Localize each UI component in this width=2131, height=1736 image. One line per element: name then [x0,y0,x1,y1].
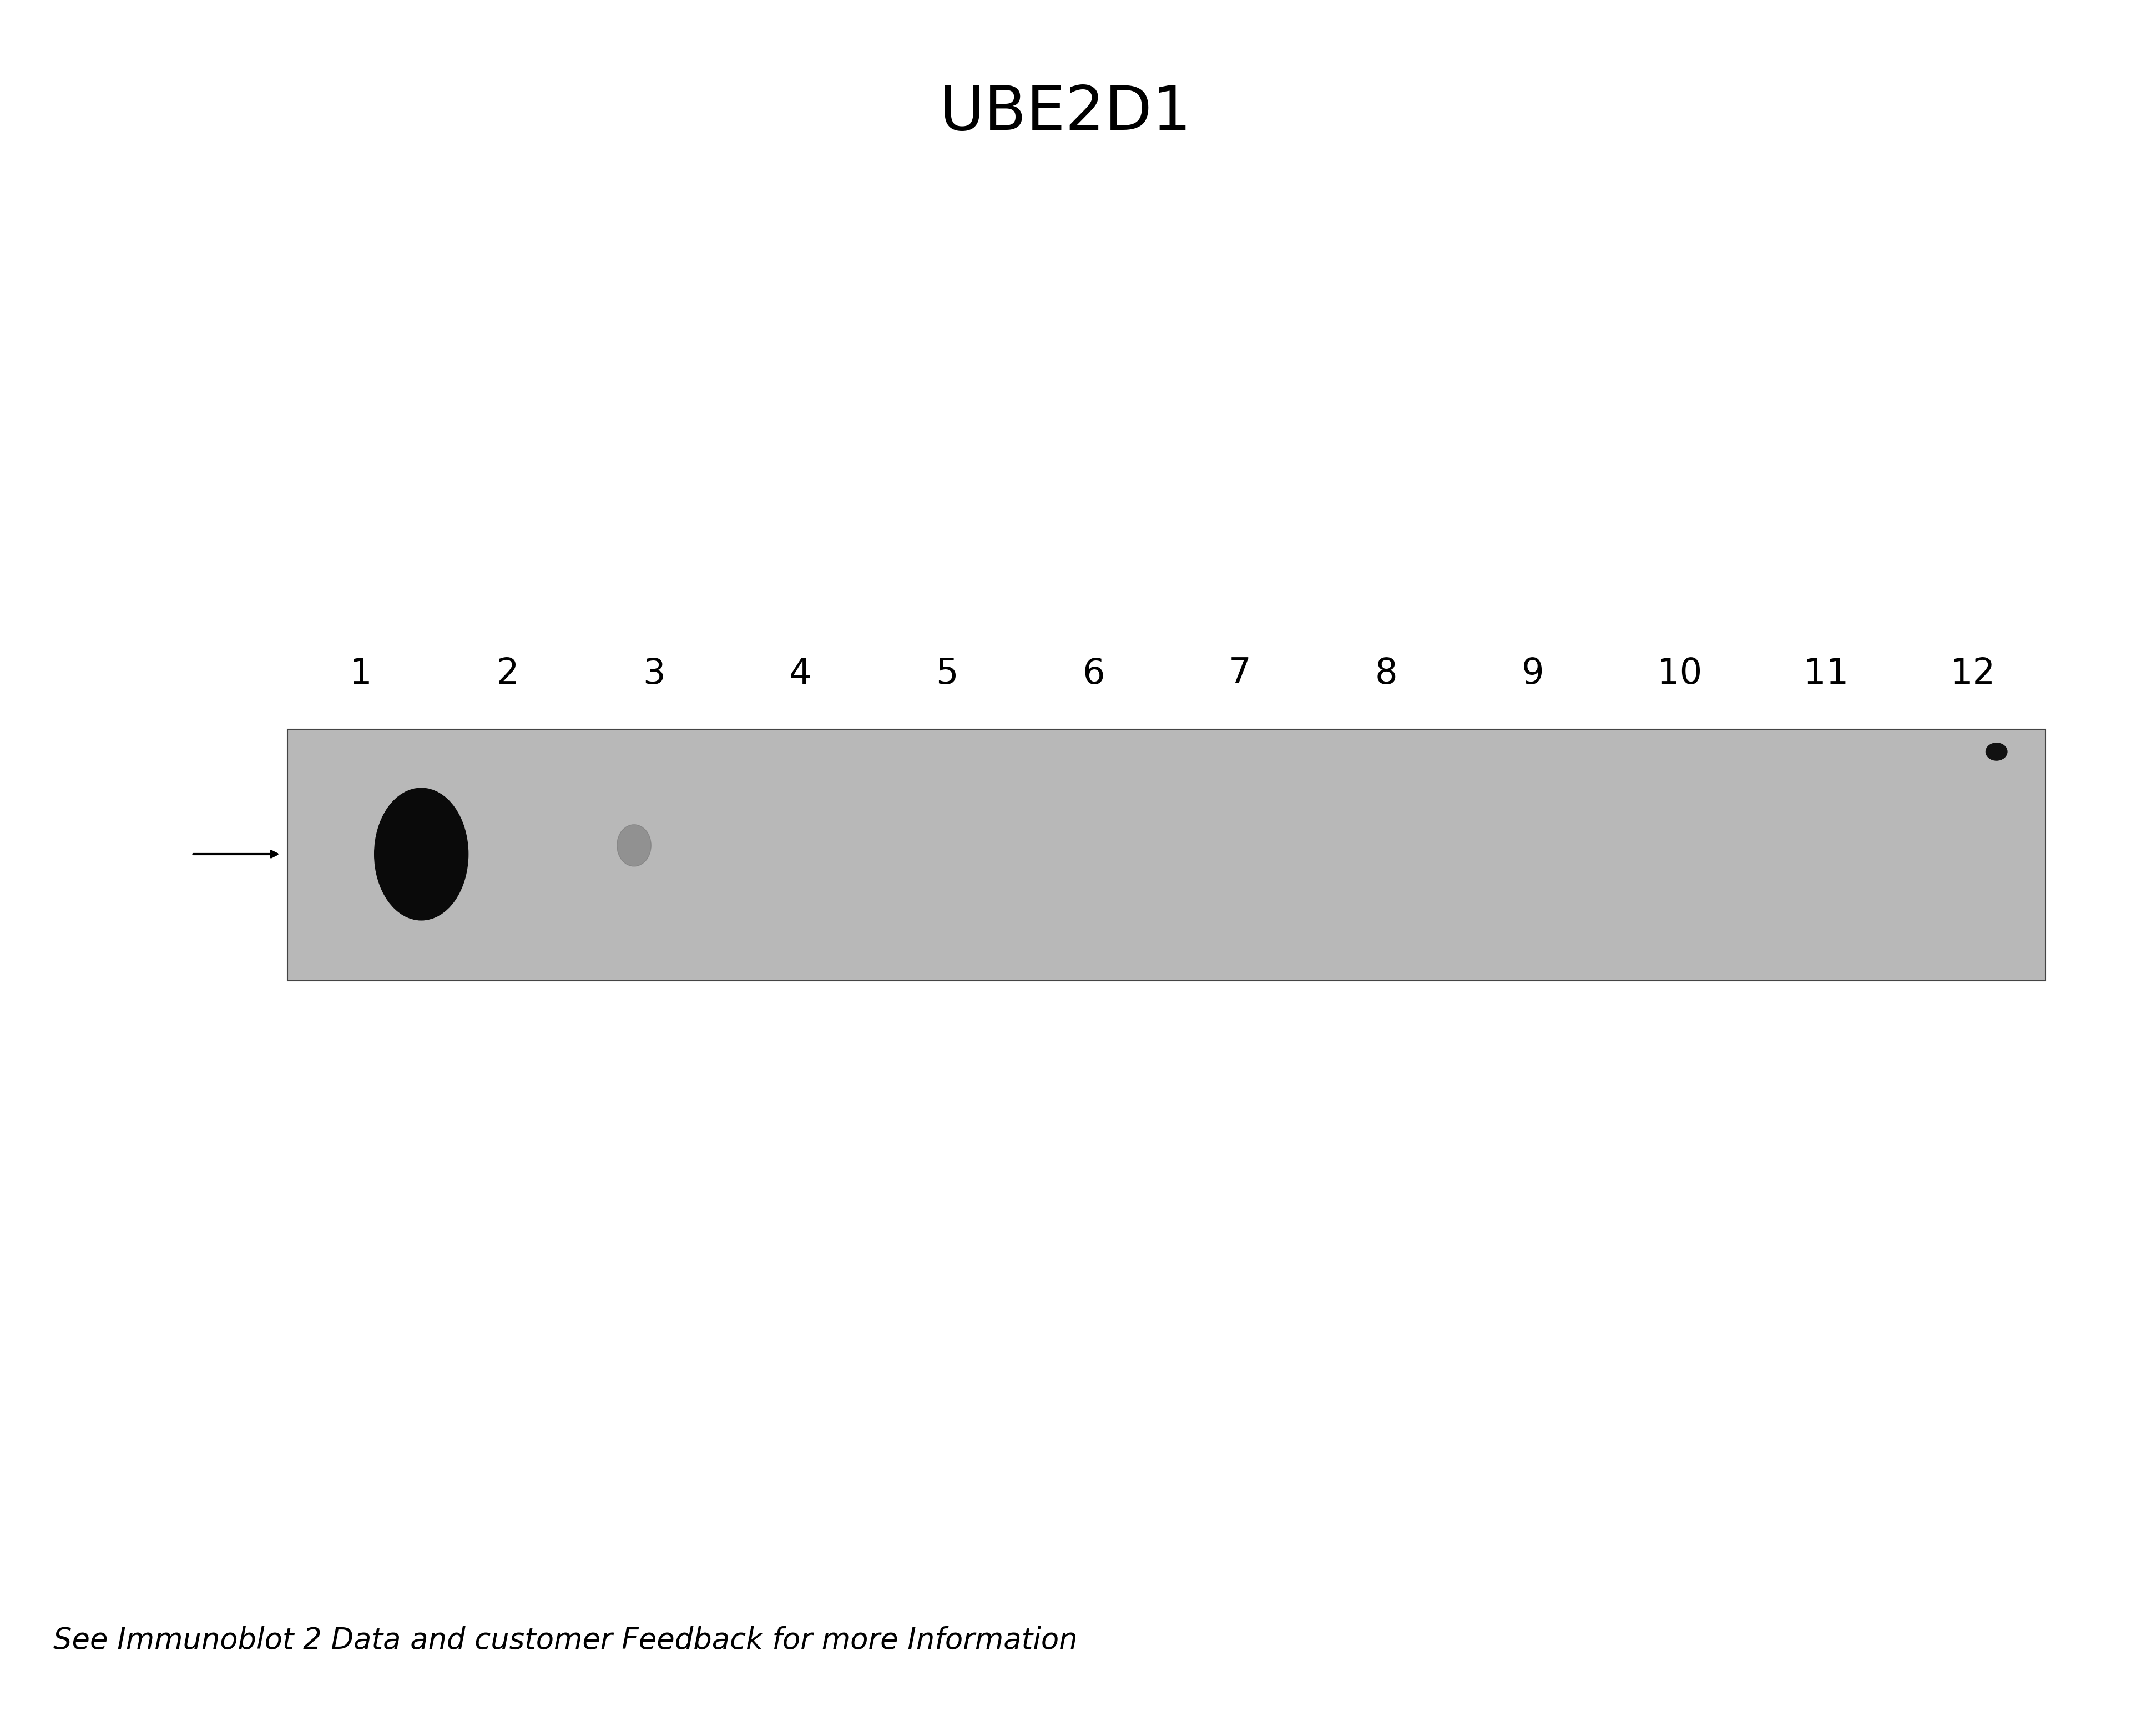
Text: 5: 5 [936,656,959,691]
Text: 3: 3 [644,656,665,691]
Text: 1: 1 [349,656,373,691]
Text: 10: 10 [1658,656,1703,691]
Bar [288,729,2046,981]
Text: UBE2D1: UBE2D1 [940,83,1191,142]
Text: See Immunoblot 2 Data and customer Feedback for more Information: See Immunoblot 2 Data and customer Feedb… [53,1627,1078,1654]
Ellipse shape [375,788,469,920]
Text: 2: 2 [497,656,518,691]
Text: 8: 8 [1374,656,1398,691]
Text: 4: 4 [788,656,812,691]
Circle shape [1986,743,2007,760]
Text: 12: 12 [1950,656,1995,691]
Text: 9: 9 [1522,656,1545,691]
Text: 6: 6 [1083,656,1104,691]
Text: 7: 7 [1230,656,1251,691]
Ellipse shape [618,825,652,866]
Text: 11: 11 [1803,656,1848,691]
